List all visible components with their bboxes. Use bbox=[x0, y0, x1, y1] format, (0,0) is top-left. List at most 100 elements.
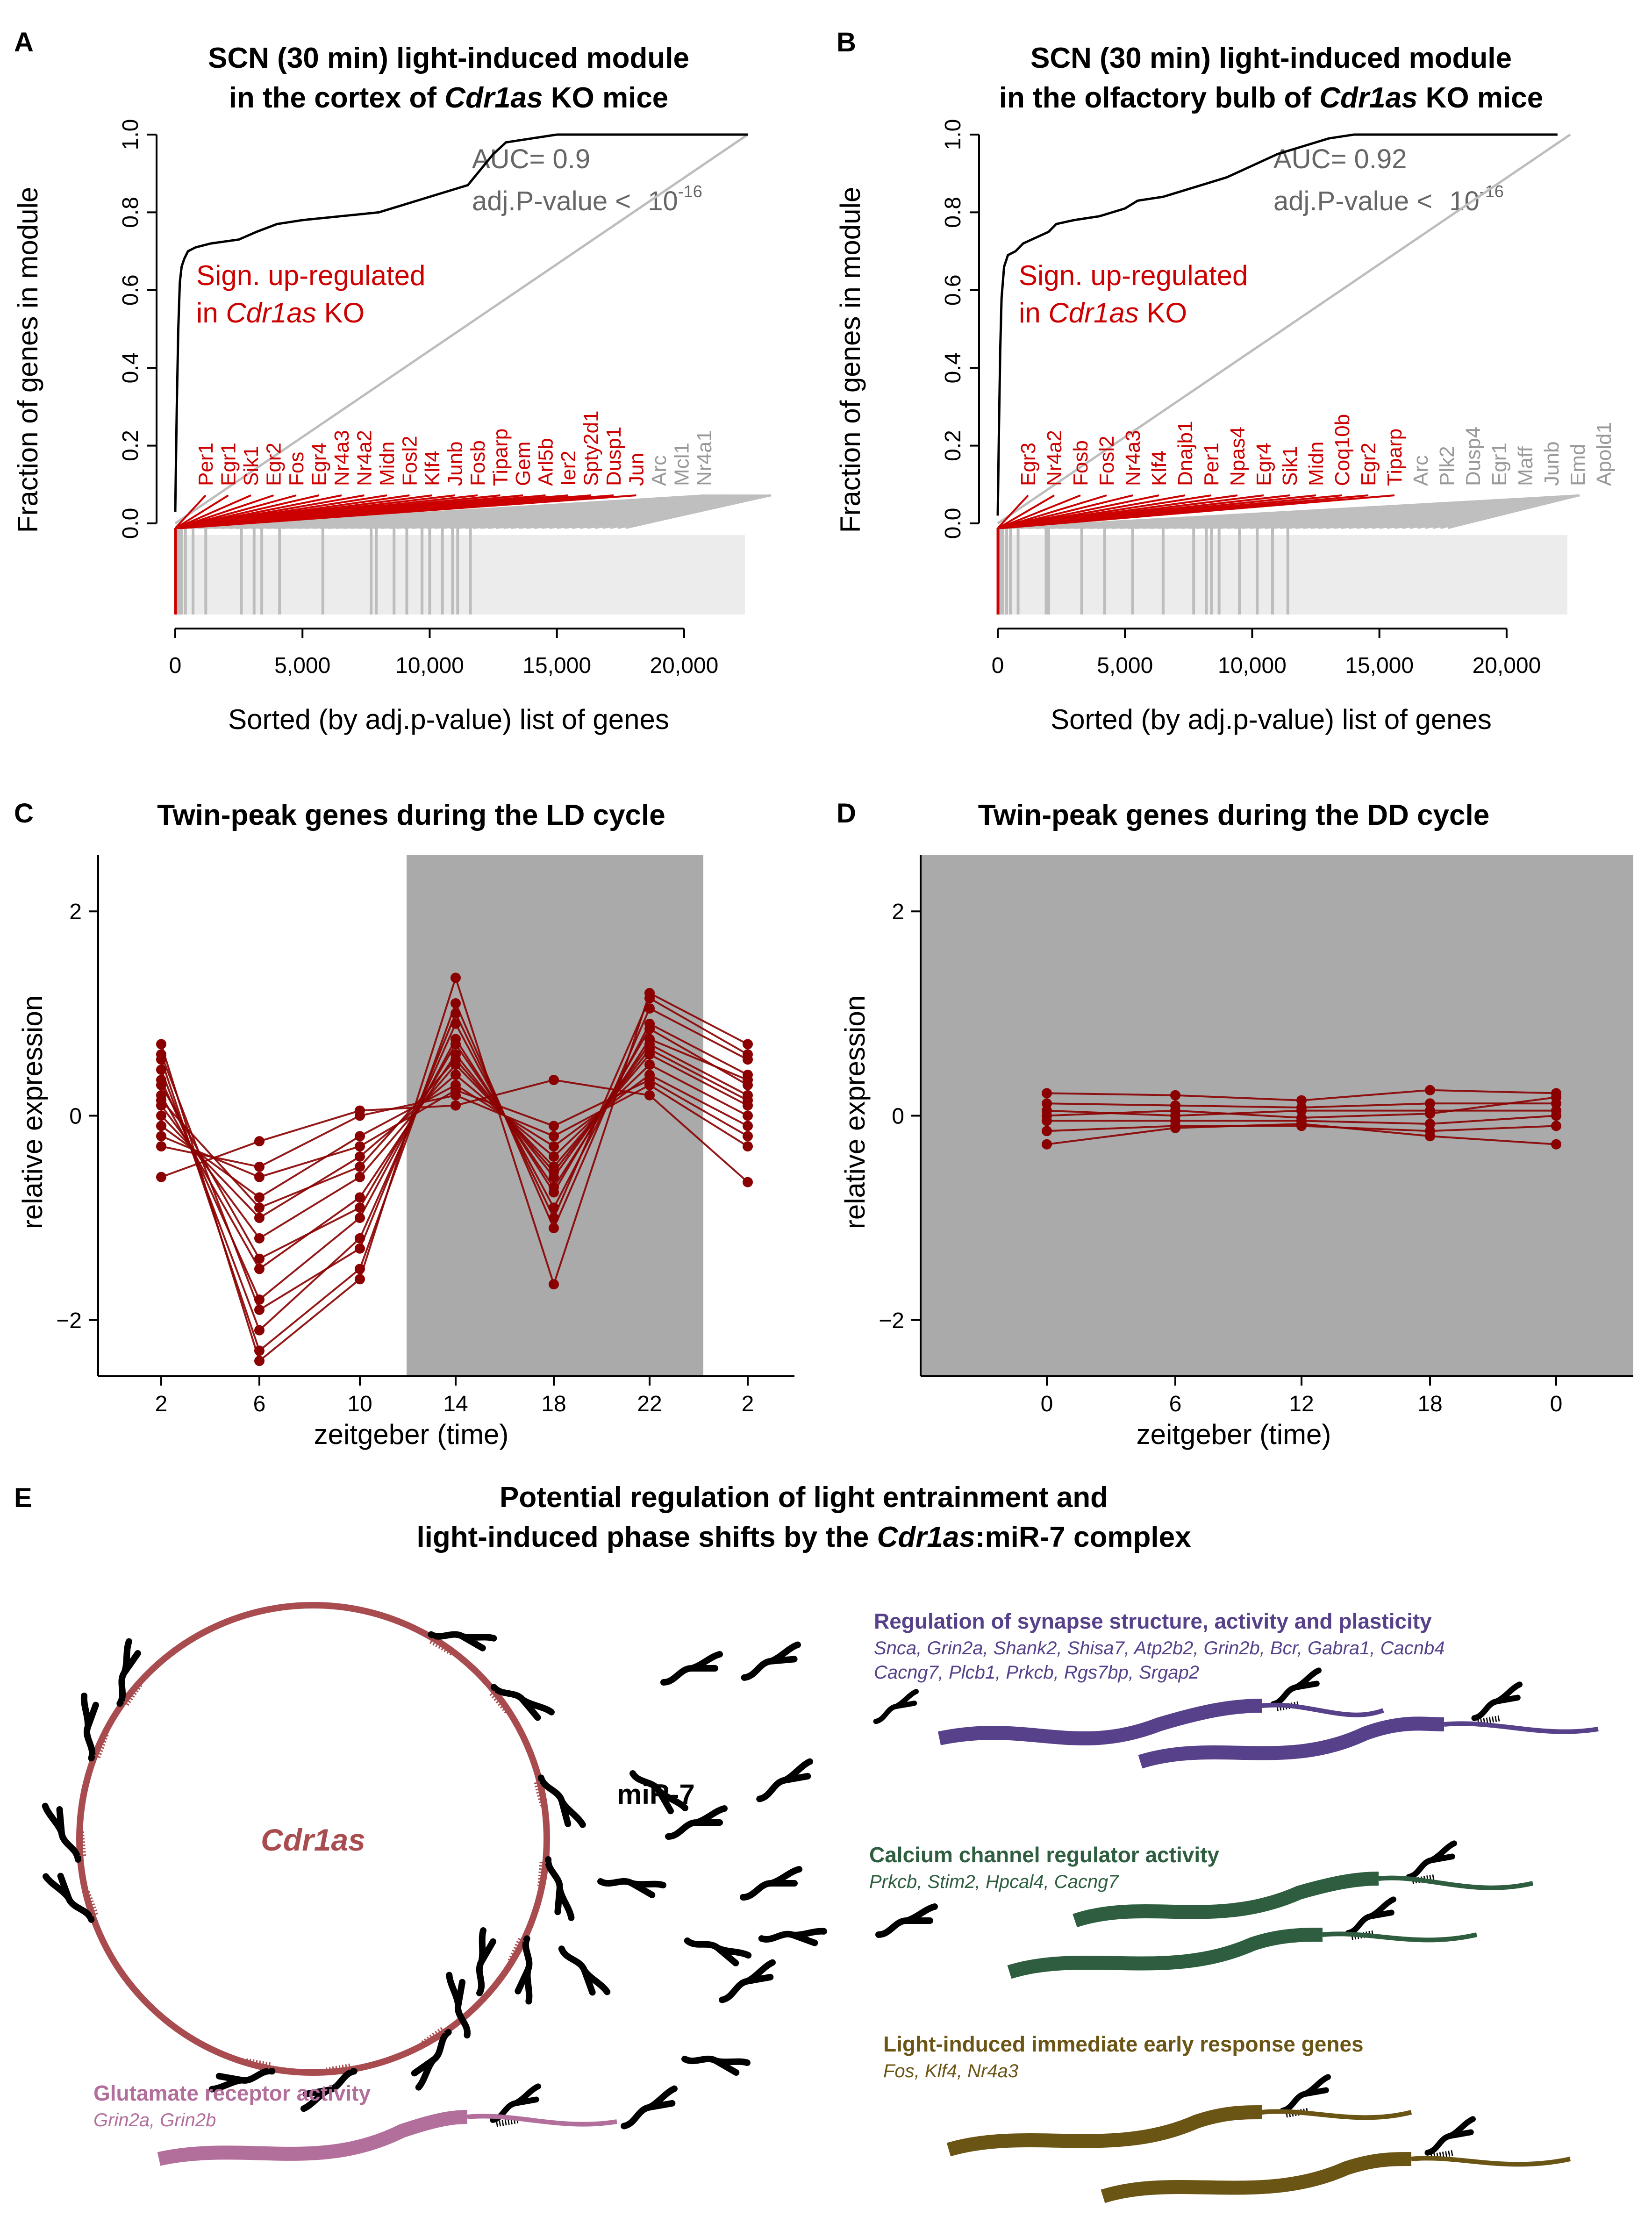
mir7-base-pair bbox=[79, 1844, 86, 1847]
mir7-base-pair bbox=[245, 2058, 248, 2065]
mir7-base-pair bbox=[513, 1946, 520, 1951]
mir7-molecule bbox=[875, 1903, 938, 1938]
mir7-strand bbox=[545, 1856, 575, 1921]
mir7-strand bbox=[756, 1758, 813, 1802]
mir7-molecule bbox=[42, 1802, 86, 1863]
mir7-base-pair bbox=[335, 2066, 338, 2073]
synapse-mrna-1-thin bbox=[1261, 1702, 1384, 1717]
mir7-base-pair bbox=[89, 1906, 96, 1910]
gene-label-red: Nr4a3 bbox=[330, 430, 353, 486]
panel-a-x-axis-label: Sorted (by adj.p-value) list of genes bbox=[228, 704, 669, 735]
mir7-base-pair bbox=[449, 1649, 454, 1656]
mir7-base-pair bbox=[123, 1701, 129, 1706]
gene-label-red: Fos bbox=[285, 452, 308, 486]
gene-label-grey: Egr1 bbox=[1488, 443, 1511, 486]
gene-label-red: Per1 bbox=[1200, 443, 1223, 486]
gene-label-red: Midn bbox=[376, 442, 399, 486]
gene-label-red: Coq10b bbox=[1331, 414, 1354, 486]
series-point bbox=[1551, 1110, 1561, 1121]
mir7-base-pair bbox=[443, 1645, 449, 1652]
gene-label-grey: Maff bbox=[1514, 446, 1537, 486]
mir7-base-pair bbox=[504, 1708, 510, 1714]
gene-label-grey: Nr4a1 bbox=[693, 430, 716, 486]
mir7-strand bbox=[490, 2083, 541, 2123]
mir7-base-pair bbox=[1432, 1874, 1435, 1880]
ieg-mrna-1-thin bbox=[1261, 2109, 1412, 2120]
gene-label-red: Gem bbox=[512, 442, 535, 486]
gene-label-red: Nr4a3 bbox=[1122, 430, 1144, 486]
panel-label-d: D bbox=[837, 798, 856, 829]
gene-label-red: Nr4a2 bbox=[353, 430, 376, 486]
mir7-base-pair bbox=[1497, 1715, 1500, 1722]
y-tick-label: 0 bbox=[892, 1104, 904, 1129]
mir7-base-pair bbox=[538, 1797, 545, 1800]
mir7-strand bbox=[411, 2029, 452, 2091]
mir7-base-pair bbox=[255, 2060, 258, 2067]
panel-b-title-line2: in the olfactory bulb of Cdr1as KO mice bbox=[999, 82, 1543, 114]
series-point bbox=[355, 1192, 365, 1203]
gene-label-red: Fosb bbox=[1069, 440, 1092, 486]
glutamate-mrna-thin bbox=[467, 2114, 617, 2127]
synapse-group-genes-line1: Snca, Grin2a, Shank2, Shisa7, Atp2b2, Gr… bbox=[874, 1638, 1445, 1658]
panel-a-title-line2: in the cortex of Cdr1as KO mice bbox=[229, 82, 669, 114]
mir7-base-pair bbox=[421, 2040, 426, 2046]
mir7-strand bbox=[446, 1972, 471, 2039]
x-tick-label: 10,000 bbox=[395, 653, 464, 678]
mir7-strand bbox=[515, 1935, 533, 2005]
panel-b-y-axis-label: Fraction of genes in module bbox=[835, 187, 866, 533]
panel-a-y-ticks: 0.0 0.2 0.4 0.6 0.8 1.0 bbox=[118, 119, 157, 539]
panel-d-x-ticks: 0 6 12 18 0 bbox=[921, 1375, 1633, 1416]
y-tick-label: 2 bbox=[892, 900, 904, 924]
mir7-base-pair bbox=[345, 2064, 348, 2071]
series-point bbox=[355, 1141, 365, 1152]
series-point bbox=[1425, 1098, 1435, 1109]
mir7-base-pair bbox=[95, 1751, 102, 1755]
mir7-base-pair bbox=[493, 1695, 500, 1701]
gene-label-grey: Arc bbox=[648, 455, 671, 486]
mir7-molecule bbox=[741, 1641, 801, 1681]
x-tick-label: 18 bbox=[541, 1392, 566, 1416]
series-point bbox=[1042, 1139, 1052, 1150]
series-point bbox=[156, 1131, 166, 1142]
gene-label-red: Tiparp bbox=[489, 429, 512, 486]
mir7-strand bbox=[490, 1684, 555, 1721]
mir7-molecule bbox=[597, 1878, 666, 1898]
calcium-group-title: Calcium channel regulator activity bbox=[869, 1843, 1219, 1867]
series-point bbox=[254, 1325, 265, 1336]
gene-label-red: Npas4 bbox=[1226, 427, 1249, 486]
mir7-base-pair bbox=[501, 2120, 504, 2126]
x-tick-label: 14 bbox=[443, 1392, 468, 1416]
gene-label-grey: Arc bbox=[1409, 455, 1432, 486]
series-point bbox=[1042, 1088, 1052, 1099]
x-tick-label: 5,000 bbox=[1097, 653, 1153, 678]
ieg-mrna-2-thin bbox=[1411, 2156, 1571, 2167]
mir7-base-pair bbox=[100, 1736, 107, 1740]
gene-label-red: Midn bbox=[1305, 442, 1328, 486]
mir7-base-pair bbox=[426, 2036, 432, 2043]
panel-a-x-ticks: 0 5,000 10,000 15,000 20,000 bbox=[169, 628, 718, 678]
series-point bbox=[644, 1034, 655, 1044]
series-point bbox=[1042, 1110, 1052, 1121]
panel-c-x-axis-label: zeitgeber (time) bbox=[314, 1419, 509, 1450]
gene-label-red: Ier2 bbox=[557, 450, 580, 486]
panel-b-plot: Egr3 Nr4a2 Fosb Fosl2 Nr4a3 Klf4 Dnajb1 Per1 Npa… bbox=[996, 133, 1616, 615]
mir7-strand bbox=[875, 1903, 938, 1938]
gene-label-red: Klf4 bbox=[1148, 450, 1171, 486]
panel-c-y-ticks: −2 0 2 bbox=[56, 855, 99, 1376]
mir7-base-pair bbox=[87, 1900, 94, 1904]
mir7-base-pair bbox=[86, 1897, 93, 1901]
mir7-molecule bbox=[116, 1638, 143, 1707]
mir7-base-pair bbox=[489, 1690, 495, 1696]
grey-leader bbox=[1448, 494, 1580, 529]
x-tick-label: 2 bbox=[742, 1392, 754, 1416]
cdr1as-label: Cdr1as bbox=[261, 1823, 365, 1857]
series-point bbox=[644, 1023, 655, 1034]
x-tick-label: 20,000 bbox=[650, 653, 718, 678]
series-point bbox=[1425, 1131, 1435, 1142]
panel-c: C Twin-peak genes during the LD cycle re… bbox=[14, 798, 794, 1450]
mir7-base-pair bbox=[516, 1941, 523, 1945]
glutamate-mrna-thick bbox=[157, 2110, 468, 2166]
y-tick-label: 0.4 bbox=[118, 352, 143, 384]
panel-b-y-ticks: 0.0 0.2 0.4 0.6 0.8 1.0 bbox=[941, 119, 980, 539]
mir7-strand bbox=[300, 2068, 358, 2112]
